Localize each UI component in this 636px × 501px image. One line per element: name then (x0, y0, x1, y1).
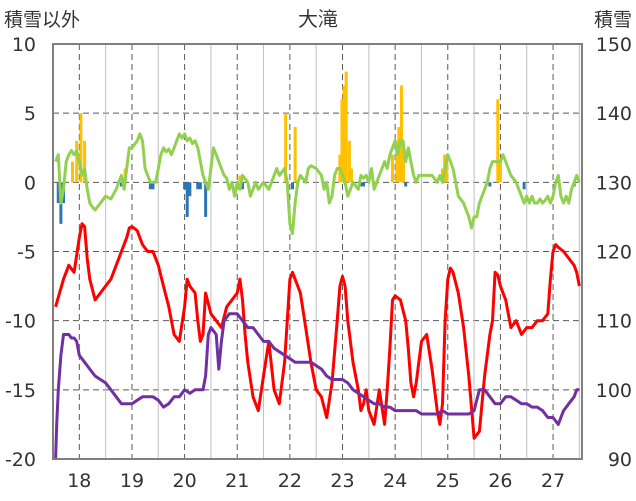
y-left-tick-label: -5 (17, 242, 36, 264)
bar-negative_bar (183, 182, 187, 190)
y-left-tick-label: 0 (24, 172, 36, 194)
bar-snowfall (399, 85, 403, 183)
bar-negative_bar (148, 182, 152, 190)
bar-negative_bar (198, 182, 202, 190)
x-tick-label: 23 (330, 470, 354, 492)
bar-snowfall (79, 113, 83, 183)
bar-snowfall (391, 154, 395, 183)
bar-snowfall (347, 140, 351, 183)
line-snow_depth (54, 312, 580, 460)
bar-snowfall (75, 140, 79, 183)
chart-title: 大滝 (298, 7, 338, 31)
bar-snowfall (498, 161, 502, 183)
line-series (54, 132, 581, 460)
bar-negative_bar (359, 182, 363, 187)
bar-negative_bar (404, 182, 408, 187)
line-temperature (54, 222, 581, 440)
bar-negative_bar (196, 182, 200, 190)
bar-negative_bar (185, 182, 189, 217)
y-left-tick-label: -10 (5, 311, 36, 333)
bar-negative_bar (204, 182, 208, 217)
x-tick-label: 21 (225, 470, 249, 492)
x-tick-label: 24 (383, 470, 407, 492)
bar-snowfall (342, 85, 346, 183)
y-right-tick-label: 120 (596, 242, 632, 264)
x-tick-label: 25 (436, 470, 460, 492)
bar-negative_bar (151, 182, 155, 190)
y-left-tick-label: 10 (12, 34, 36, 56)
bar-series (56, 71, 576, 224)
bar-negative_bar (119, 182, 123, 187)
bar-negative_bar (188, 182, 192, 197)
bar-snowfall (83, 140, 87, 183)
y-axis-label-left: 積雪以外 (4, 9, 80, 31)
plot-border (52, 43, 583, 460)
line-wind (54, 132, 581, 235)
bar-snowfall (293, 127, 297, 183)
bar-snowfall (238, 175, 242, 183)
bar-snowfall (344, 71, 348, 183)
y-right-tick-label: 130 (596, 172, 632, 194)
bar-snowfall (284, 113, 288, 183)
y-left-tick-label: -15 (5, 380, 36, 402)
x-tick-label: 19 (120, 470, 144, 492)
x-tick-label: 20 (172, 470, 196, 492)
bar-negative_bar (290, 182, 294, 190)
bar-snowfall (70, 161, 74, 183)
bar-snowfall (496, 99, 500, 183)
bar-snowfall (395, 140, 399, 183)
bar-negative_bar (56, 182, 60, 204)
bar-negative_bar (362, 182, 366, 187)
x-tick-label: 22 (278, 470, 302, 492)
y-left-tick-label: 5 (24, 103, 36, 125)
bar-snowfall (349, 168, 353, 183)
grid-lines (53, 44, 582, 459)
y-right-tick-label: 90 (608, 449, 632, 471)
x-tick-label: 27 (541, 470, 565, 492)
bar-negative_bar (240, 182, 244, 190)
x-tick-label: 26 (488, 470, 512, 492)
bar-negative_bar (488, 182, 492, 187)
bar-negative_bar (522, 182, 526, 190)
y-right-tick-label: 100 (596, 380, 632, 402)
axis-ticks: 10 5 0 -5 -10 -15 -20 150 140 130 120 110 100 90 18 19 2… (5, 34, 632, 492)
bar-snowfall (340, 99, 344, 183)
y-left-tick-label: -20 (5, 449, 36, 471)
y-right-tick-label: 110 (596, 311, 632, 333)
y-right-tick-label: 140 (596, 103, 632, 125)
y-axis-label-right: 積雪 (594, 9, 632, 31)
x-tick-label: 18 (67, 470, 91, 492)
bar-snowfall (402, 154, 406, 183)
bar-snowfall (445, 154, 449, 183)
y-right-tick-label: 150 (596, 34, 632, 56)
